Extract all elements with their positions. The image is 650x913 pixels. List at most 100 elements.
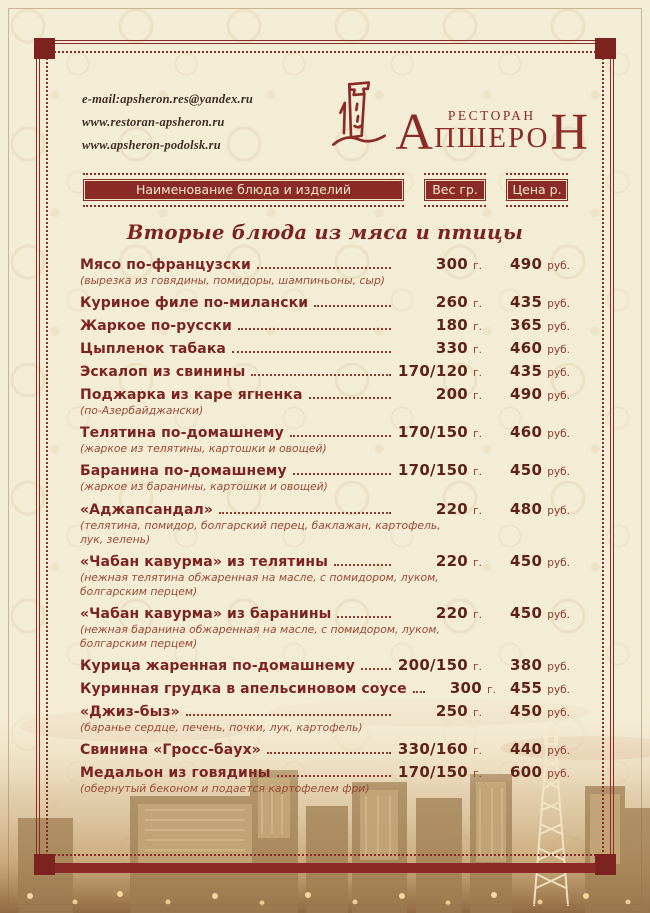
dish-weight: 170/150 г.: [397, 423, 482, 442]
logo-letter-a: А: [395, 104, 434, 162]
menu-item: «Джиз-быз» 250 г. 450 руб. (баранье серд…: [80, 701, 570, 735]
dish-price: 480 руб.: [509, 499, 570, 518]
website-text: www.apsheron-podolsk.ru: [82, 138, 221, 153]
dish-price: 490 руб.: [509, 385, 570, 404]
dot-leader: [314, 305, 391, 308]
dish-price: 450 руб.: [509, 551, 570, 570]
menu-item: Куринная грудка в апельсиновом соусе 300…: [80, 678, 570, 697]
frame-corner-block: [595, 854, 616, 875]
frame-corner-block: [34, 38, 55, 59]
menu-item: Медальон из говядины 170/150 г. 600 руб.…: [80, 762, 570, 796]
dish-weight: 300 г.: [435, 255, 482, 274]
frame-corner-block: [34, 854, 55, 875]
menu-item: «Чабан кавурма» из баранины 220 г. 450 р…: [80, 603, 570, 651]
price-column-label: Цена р.: [506, 179, 568, 202]
dish-name: Курица жаренная по-домашнему: [80, 657, 355, 674]
dish-name: Поджарка из каре ягненка: [80, 387, 303, 404]
dish-name: Мясо по-французски: [80, 257, 251, 274]
dish-name: Медальон из говядины: [80, 764, 271, 781]
dish-price: 440 руб.: [509, 739, 570, 758]
name-column-header: Наименование блюда и изделий: [83, 173, 404, 208]
menu-item: Баранина по-домашнему 170/150 г. 450 руб…: [80, 460, 570, 494]
menu-item: Эскалоп из свинины 170/120 г. 435 руб.: [80, 361, 570, 380]
weight-column-label: Вес гр.: [424, 179, 486, 202]
dish-description: (по-Азербайджански): [80, 404, 204, 418]
dot-leader: [231, 351, 391, 354]
dish-weight: 220 г.: [435, 551, 482, 570]
dish-name: «Аджапсандал»: [80, 501, 214, 518]
dish-price: 435 руб.: [509, 362, 570, 381]
dish-weight: 200 г.: [435, 385, 482, 404]
dish-name: «Чабан кавурма» из телятины: [80, 553, 328, 570]
logo-word-pshero: ПШЕРО: [434, 122, 550, 154]
dot-leader: [337, 615, 391, 618]
logo-letter-n: Н: [550, 104, 588, 162]
dish-description: (телятина, помидор, болгарский перец, ба…: [80, 518, 441, 546]
dish-weight: 170/120 г.: [397, 362, 482, 381]
dot-leader: [292, 473, 391, 476]
dish-price: 450 руб.: [509, 461, 570, 480]
dish-price: 435 руб.: [509, 293, 570, 312]
menu-item: Телятина по-домашнему 170/150 г. 460 руб…: [80, 422, 570, 456]
menu-item: Жаркое по-русски 180 г. 365 руб.: [80, 315, 570, 334]
dish-name: «Чабан кавурма» из баранины: [80, 605, 332, 622]
header: e-mail:apsheron.res@yandex.ru www.restor…: [56, 56, 594, 162]
menu-item: Курица жаренная по-домашнему 200/150 г. …: [80, 655, 570, 674]
dish-weight: 330/160 г.: [397, 739, 482, 758]
menu-item: «Аджапсандал» 220 г. 480 руб. (телятина,…: [80, 499, 570, 547]
dot-leader: [237, 328, 391, 331]
dish-weight: 220 г.: [435, 603, 482, 622]
table-header: Наименование блюда и изделий Вес гр. Цен…: [83, 173, 568, 208]
email-text: e-mail:apsheron.res@yandex.ru: [82, 92, 254, 106]
dish-name: Свинина «Гросс-баух»: [80, 741, 261, 758]
logo-wordmark: А РЕСТОРАН ПШЕРО Н: [395, 104, 588, 162]
menu-item: Куриное филе по-милански 260 г. 435 руб.: [80, 292, 570, 311]
dish-name: Баранина по-домашнему: [80, 463, 287, 480]
menu-item: «Чабан кавурма» из телятины 220 г. 450 р…: [80, 551, 570, 599]
logo-word-restoran: РЕСТОРАН: [447, 107, 536, 123]
maiden-tower-icon: [331, 81, 386, 146]
dot-leader: [308, 397, 391, 400]
dish-weight: 260 г.: [435, 293, 482, 312]
menu-item: Цыпленок табака 330 г. 460 руб.: [80, 338, 570, 357]
section-title: Вторые блюда из мяса и птицы: [126, 221, 524, 245]
dot-leader: [289, 435, 391, 438]
dish-description: (жаркое из телятины, картошки и овощей): [80, 442, 327, 456]
dish-name: Куринная грудка в апельсиновом соусе: [80, 680, 407, 697]
menu-item: Поджарка из каре ягненка 200 г. 490 руб.…: [80, 384, 570, 418]
dot-leader: [360, 667, 391, 670]
contact-info: e-mail:apsheron.res@yandex.ru www.restor…: [82, 76, 328, 157]
dish-price: 490 руб.: [509, 255, 570, 274]
dish-price: 460 руб.: [509, 339, 570, 358]
dish-weight: 300 г.: [449, 678, 496, 697]
dish-name: Эскалоп из свинины: [80, 364, 246, 381]
dish-weight: 250 г.: [435, 701, 482, 720]
logo-middle-block: РЕСТОРАН ПШЕРО: [434, 107, 550, 154]
dot-leader: [251, 374, 391, 377]
menu-content: e-mail:apsheron.res@yandex.ru www.restor…: [56, 56, 594, 800]
dish-price: 460 руб.: [509, 423, 570, 442]
dish-price: 365 руб.: [509, 316, 570, 335]
dish-description: (обернутый беконом и подается картофелем…: [80, 781, 370, 795]
dish-weight: 200/150 г.: [397, 655, 482, 674]
dish-description: (жаркое из баранины, картошки и овощей): [80, 480, 328, 494]
price-column-header: Цена р.: [506, 173, 568, 208]
dish-price: 600 руб.: [509, 762, 570, 781]
dish-weight: 170/150 г.: [397, 762, 482, 781]
dot-leader: [412, 690, 425, 693]
dish-name: Телятина по-домашнему: [80, 425, 284, 442]
dish-price: 455 руб.: [509, 678, 570, 697]
dot-leader: [219, 511, 391, 514]
dot-leader: [266, 751, 391, 754]
dish-name: «Джиз-быз»: [80, 703, 180, 720]
dish-name: Цыпленок табака: [80, 341, 226, 358]
dish-description: (вырезка из говядины, помидоры, шампиньо…: [80, 274, 386, 288]
dish-weight: 180 г.: [435, 316, 482, 335]
menu-item: Свинина «Гросс-баух» 330/160 г. 440 руб.: [80, 739, 570, 758]
dish-description: (баранье сердце, печень, почки, лук, кар…: [80, 720, 363, 734]
dish-weight: 330 г.: [435, 339, 482, 358]
dish-name: Куриное филе по-милански: [80, 295, 309, 312]
dish-price: 450 руб.: [509, 603, 570, 622]
dish-weight: 170/150 г.: [397, 461, 482, 480]
